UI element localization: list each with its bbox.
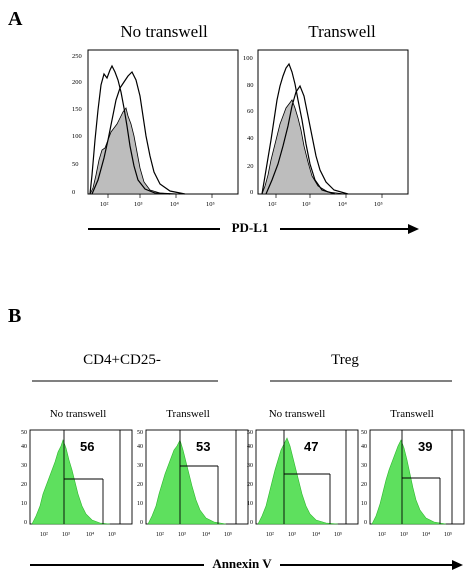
xtick: 10² xyxy=(266,532,274,538)
panel-a-plot1-title: No transwell xyxy=(120,22,208,41)
ytick: 0 xyxy=(250,520,253,526)
ytick-250: 250 xyxy=(72,53,82,60)
percent-label: 53 xyxy=(196,439,210,454)
annexin-histogram xyxy=(371,439,447,525)
xtick: 10³ xyxy=(178,532,186,538)
ytick: 50 xyxy=(21,430,27,436)
ytick: 10 xyxy=(361,501,367,507)
ytick-150: 150 xyxy=(72,106,82,113)
ytick-0: 0 xyxy=(250,189,253,196)
ytick-80: 80 xyxy=(247,82,254,89)
xtick: 10² xyxy=(378,532,386,538)
ytick: 30 xyxy=(247,463,253,469)
panel-b-letter: B xyxy=(8,305,22,327)
ytick-60: 60 xyxy=(247,108,254,115)
ytick: 40 xyxy=(137,444,143,450)
ytick: 30 xyxy=(361,463,367,469)
panel-a-axis-label: PD-L1 xyxy=(231,220,269,235)
xtick-1e2: 10² xyxy=(100,201,109,208)
xtick: 10⁴ xyxy=(86,532,94,538)
percent-label: 56 xyxy=(80,439,94,454)
percent-label: 47 xyxy=(304,439,318,454)
xtick: 10⁴ xyxy=(202,532,210,538)
isotype-histogram xyxy=(89,107,181,195)
ytick: 0 xyxy=(364,520,367,526)
panel-b-plot3-title: No transwell xyxy=(268,408,326,420)
ytick: 20 xyxy=(247,482,253,488)
xtick: 10⁴ xyxy=(312,532,320,538)
annexin-histogram xyxy=(31,439,111,525)
ytick: 20 xyxy=(137,482,143,488)
ytick: 50 xyxy=(247,430,253,436)
ytick: 40 xyxy=(247,444,253,450)
xtick: 10⁴ xyxy=(422,532,430,538)
sample-histogram-2 xyxy=(265,84,349,195)
xtick: 10³ xyxy=(400,532,408,538)
xtick-1e5: 10⁵ xyxy=(374,201,383,208)
ytick-20: 20 xyxy=(247,163,254,170)
xtick-1e3: 10³ xyxy=(302,201,311,208)
ytick: 20 xyxy=(361,482,367,488)
ytick: 10 xyxy=(247,501,253,507)
ytick: 50 xyxy=(137,430,143,436)
ytick: 10 xyxy=(137,501,143,507)
xtick: 10² xyxy=(40,532,48,538)
sample-histogram-1 xyxy=(89,64,171,195)
ytick: 50 xyxy=(361,430,367,436)
xtick: 10² xyxy=(156,532,164,538)
xtick-1e4: 10⁴ xyxy=(338,201,348,208)
panel-b-axis-label: Annexin V xyxy=(212,556,272,571)
panel-b-plot4-title: Transwell xyxy=(390,408,434,420)
xtick: 10³ xyxy=(62,532,70,538)
sample-histogram-2 xyxy=(91,70,186,195)
xtick: 10⁵ xyxy=(224,532,232,538)
ytick-0: 0 xyxy=(72,189,75,196)
ytick-200: 200 xyxy=(72,79,82,86)
ytick: 40 xyxy=(21,444,27,450)
xtick-1e2: 10² xyxy=(268,201,277,208)
ytick: 0 xyxy=(24,520,27,526)
xtick-1e4: 10⁴ xyxy=(170,201,180,208)
ytick-40: 40 xyxy=(247,135,254,142)
xtick: 10³ xyxy=(288,532,296,538)
ytick: 0 xyxy=(140,520,143,526)
ytick: 20 xyxy=(21,482,27,488)
ytick-100: 100 xyxy=(72,133,82,140)
panel-a-letter: A xyxy=(8,8,23,30)
sample-histogram-1 xyxy=(261,62,336,195)
panel-a-plot2-title: Transwell xyxy=(308,22,376,41)
isotype-histogram xyxy=(261,99,346,195)
panel-b-plot2-title: Transwell xyxy=(166,408,210,420)
ytick: 30 xyxy=(21,463,27,469)
xtick: 10⁵ xyxy=(334,532,342,538)
panel-b-plot1-title: No transwell xyxy=(49,408,107,420)
group-label-cd4: CD4+CD25- xyxy=(83,352,161,368)
xtick-1e3: 10³ xyxy=(134,201,143,208)
ytick: 30 xyxy=(137,463,143,469)
xtick-1e5: 10⁵ xyxy=(206,201,215,208)
percent-label: 39 xyxy=(418,439,432,454)
ytick: 40 xyxy=(361,444,367,450)
annexin-histogram xyxy=(257,437,339,525)
ytick: 10 xyxy=(21,501,27,507)
group-label-treg: Treg xyxy=(331,352,359,368)
ytick-100: 100 xyxy=(243,55,253,62)
xtick: 10⁵ xyxy=(444,532,452,538)
xtick: 10⁵ xyxy=(108,532,116,538)
ytick-50: 50 xyxy=(72,161,79,168)
